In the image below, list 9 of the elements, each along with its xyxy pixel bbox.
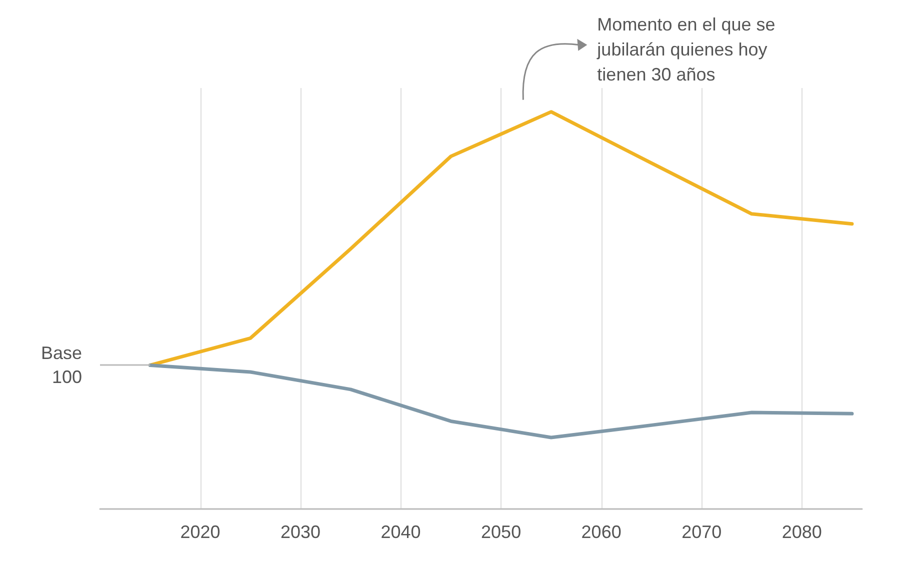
x-tick-label: 2020	[180, 522, 220, 542]
x-tick-label: 2040	[380, 522, 421, 542]
x-tick-label: 2070	[682, 522, 722, 542]
x-tick-label: 2030	[280, 522, 321, 542]
x-tick-label: 2080	[782, 522, 822, 542]
annotation: Momento en el que se jubilarán quienes hoy tienen 30 años	[596, 14, 776, 84]
x-tick-label: 2050	[481, 522, 522, 542]
x-tick-label: 2060	[581, 522, 622, 542]
ref-line-label: Base 100	[40, 343, 82, 388]
